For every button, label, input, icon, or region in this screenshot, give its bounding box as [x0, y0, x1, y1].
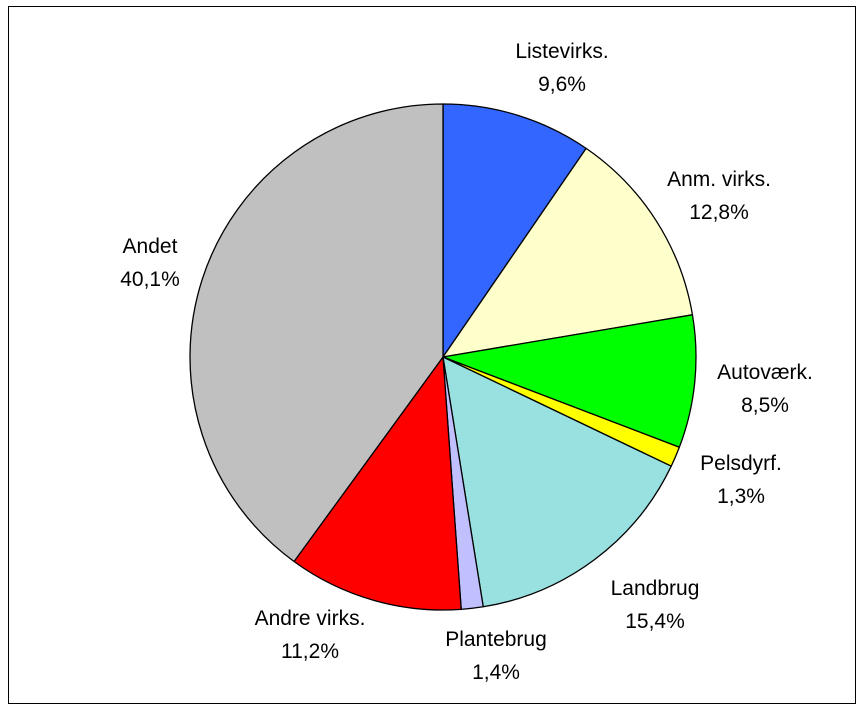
slice-value-label: 15,4%: [625, 610, 685, 633]
slice-category-label: Andre virks.: [255, 607, 366, 630]
slice-value-label: 11,2%: [281, 640, 339, 663]
slice-category-label: Autoværk.: [717, 361, 813, 384]
pie-slice-landbrug: [442, 356, 672, 608]
pie-slice-autoværk: [442, 314, 697, 448]
pie-slice-andet: [189, 103, 444, 563]
slice-value-label: 8,5%: [741, 394, 789, 417]
slice-category-label: Plantebrug: [445, 628, 547, 651]
pie-slice-anm-virks: [442, 147, 694, 358]
slice-category-label: Landbrug: [611, 577, 700, 600]
slice-category-label: Anm. virks.: [667, 168, 771, 191]
slice-value-label: 12,8%: [689, 201, 749, 224]
pie-slice-listevirks: [442, 103, 587, 358]
pie-slices: [189, 103, 697, 611]
slice-category-label: Listevirks.: [515, 40, 608, 63]
pie-slice-andre-virks: [293, 356, 462, 611]
pie-labels: Listevirks. 9,6% Anm. virks. 12,8% Autoværk.…: [120, 40, 813, 684]
slice-value-label: 1,3%: [717, 485, 765, 508]
slice-category-label: Pelsdyrf.: [700, 452, 782, 475]
slice-value-label: 9,6%: [538, 73, 586, 96]
slice-category-label: Andet: [123, 235, 178, 258]
slice-value-label: 40,1%: [120, 268, 180, 291]
slice-value-label: 1,4%: [472, 661, 520, 684]
